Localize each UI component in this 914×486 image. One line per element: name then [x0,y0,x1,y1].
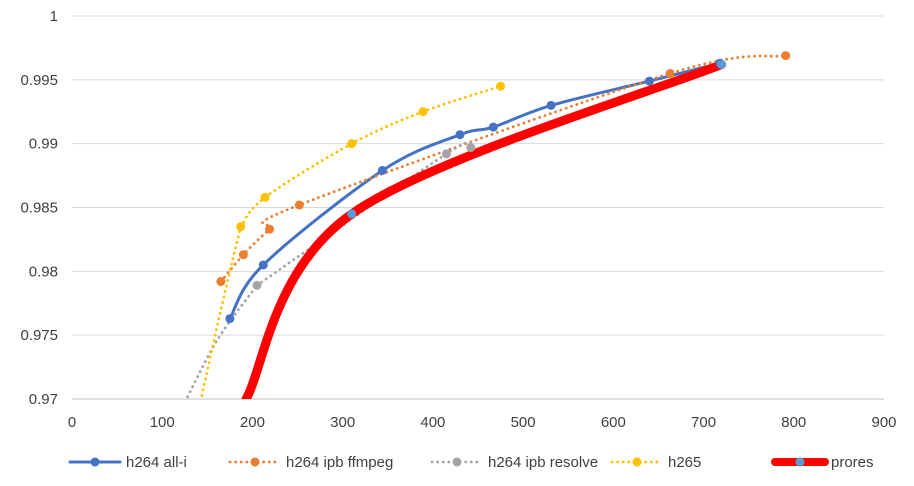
legend-label-h265: h265 [668,454,701,471]
data-point-h264-all-i [644,76,654,86]
legend-label-h264-all-i: h264 all-i [126,454,187,471]
x-tick-label: 300 [330,414,355,431]
plot-area [185,54,788,399]
x-tick-label: 900 [871,414,896,431]
data-point-h264-all-i [455,130,465,140]
series-line-h265-tail [199,225,243,399]
data-point-h265 [347,139,357,149]
legend-label-prores: prores [831,454,874,471]
legend-item-prores: prores [771,454,874,471]
data-point-h265 [418,107,428,117]
y-tick-label: 0.985 [20,200,58,217]
x-tick-label: 200 [240,414,265,431]
legend-item-h265: h265 [610,454,701,471]
legend-item-h264-ipb-resolve: h264 ipb resolve [430,454,598,471]
x-tick-label: 500 [511,414,536,431]
data-point-h264-ipb-ffmpeg [265,224,275,234]
y-tick-label: 0.99 [29,136,58,153]
series-line-h264-all-i [228,61,722,321]
legend-marker-h264-all-i [90,457,100,467]
legend-marker-h264-ipb-ffmpeg [250,457,260,467]
data-point-prores [347,209,357,219]
data-point-prores [717,60,727,70]
data-point-h264-ipb-ffmpeg [216,277,226,287]
legend-marker-h265 [632,457,642,467]
y-tick-label: 0.975 [20,327,58,344]
legend-label-h264-ipb-ffmpeg: h264 ipb ffmpeg [286,454,393,471]
x-tick-label: 400 [420,414,445,431]
data-point-h265 [236,222,246,232]
series-line-h264-ipb-resolve-tail [185,284,259,399]
data-point-h264-ipb-ffmpeg [238,250,248,260]
series-line-prores [241,60,727,399]
x-tick-label: 100 [150,414,175,431]
legend-item-h264-all-i: h264 all-i [68,454,187,471]
legend-item-h264-ipb-ffmpeg: h264 ipb ffmpeg [228,454,393,471]
y-tick-label: 0.995 [20,72,58,89]
legend-marker-h264-ipb-resolve [452,457,462,467]
data-point-h264-ipb-ffmpeg [294,200,304,210]
x-tick-label: 800 [781,414,806,431]
x-tick-label: 700 [691,414,716,431]
data-point-h264-ipb-resolve [466,142,476,152]
data-point-h264-all-i [488,122,498,132]
data-point-h264-all-i [258,260,268,270]
data-point-h264-ipb-resolve [441,149,451,159]
x-tick-label: 0 [68,414,76,431]
data-point-h264-ipb-ffmpeg [665,68,675,78]
legend-marker-prores [795,457,805,467]
x-tick-label: 600 [601,414,626,431]
data-point-h265 [496,81,506,91]
legend-label-h264-ipb-resolve: h264 ipb resolve [488,454,598,471]
series-line-h264-ipb-resolve [255,140,473,287]
data-point-h264-all-i [546,100,556,110]
y-tick-label: 0.97 [29,391,58,408]
data-point-h265 [260,192,270,202]
data-point-h264-ipb-resolve [252,280,262,290]
y-tick-label: 1 [50,8,58,25]
data-point-h264-all-i [377,165,387,175]
data-point-h264-all-i [225,314,235,324]
y-tick-label: 0.98 [29,263,58,280]
data-point-h264-ipb-ffmpeg [781,51,791,61]
